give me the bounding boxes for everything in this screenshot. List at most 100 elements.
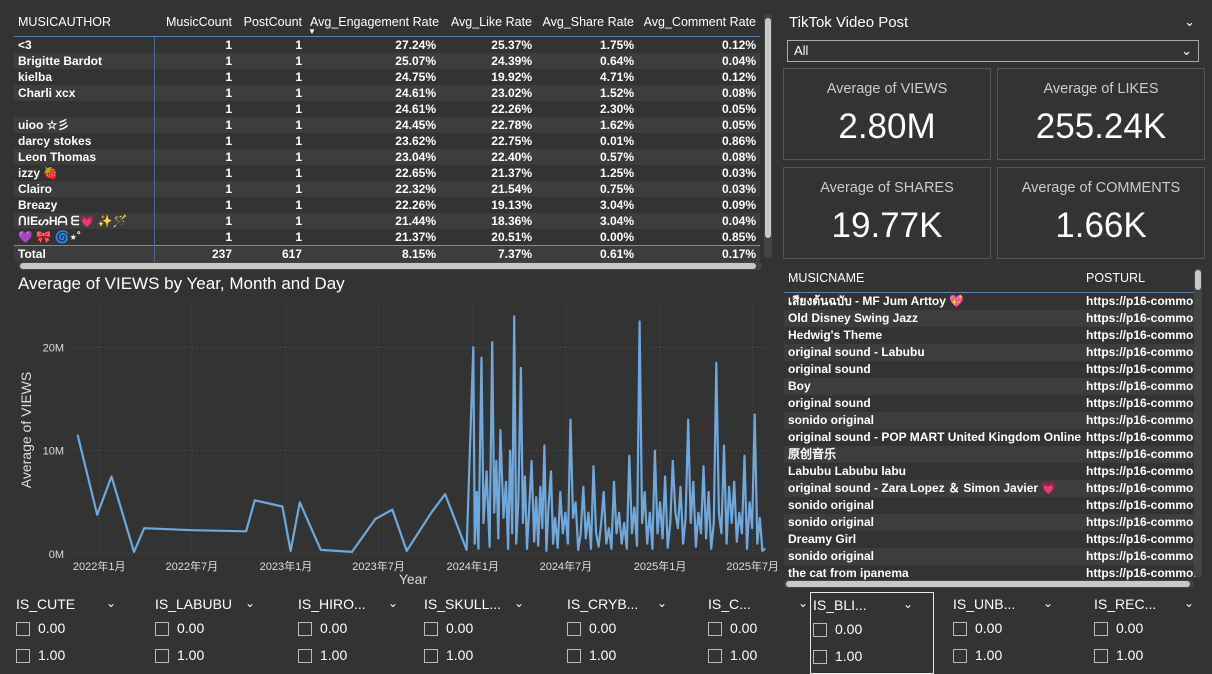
table-row[interactable]: Hedwig's Theme https://p16-common [784, 326, 1196, 344]
checkbox[interactable] [567, 649, 581, 664]
checkbox[interactable] [16, 622, 30, 637]
filter-option[interactable]: 0.00 [424, 620, 473, 637]
table-row[interactable]: sonido original https://p16-common [784, 513, 1196, 531]
views-line-chart[interactable]: Average of VIEWS by Year, Month and Day … [0, 270, 780, 590]
table-row[interactable]: sonido original https://p16-common [784, 547, 1196, 565]
table-row[interactable]: the cat from ipanema https://p16-common [784, 564, 1196, 580]
table-row[interactable]: Clairo 1 1 22.32% 21.54% 0.75% 0.03% [14, 180, 760, 197]
post-url-cell[interactable]: https://p16-common [1082, 496, 1196, 514]
table-row[interactable]: kielba 1 1 24.75% 19.92% 4.71% 0.12% [14, 68, 760, 85]
column-header-posturl[interactable]: POSTURL [1082, 264, 1196, 293]
table-row[interactable]: Charli xcx 1 1 24.61% 23.02% 1.52% 0.08% [14, 84, 760, 101]
checkbox[interactable] [953, 649, 967, 664]
filter-option[interactable]: 0.00 [953, 620, 1002, 637]
table-row[interactable]: darcy stokes 1 1 23.62% 22.75% 0.01% 0.86% [14, 132, 760, 149]
filter-option[interactable]: 1.00 [953, 647, 1002, 664]
filter-option[interactable]: 0.00 [567, 620, 616, 637]
checkbox[interactable] [1094, 622, 1108, 637]
author-table-hscroll-thumb[interactable] [20, 263, 756, 269]
post-url-cell[interactable]: https://p16-common [1082, 411, 1196, 429]
checkbox[interactable] [708, 649, 722, 664]
filter-option[interactable]: 0.00 [813, 621, 862, 638]
filter-is_cute[interactable]: IS_CUTE ⌄ 0.00 1.00 [14, 592, 138, 674]
table-row[interactable]: 原创音乐 https://p16-common [784, 445, 1196, 463]
chevron-down-icon[interactable]: ⌄ [1043, 596, 1054, 610]
post-url-cell[interactable]: https://p16-common [1082, 564, 1196, 580]
table-row[interactable]: 1 1 24.61% 22.26% 2.30% 0.05% [14, 100, 760, 117]
filter-is_skull[interactable]: IS_SKULL... ⌄ 0.00 1.00 [422, 592, 546, 674]
post-url-cell[interactable]: https://p16-common [1082, 428, 1196, 446]
checkbox[interactable] [424, 622, 438, 637]
filter-option[interactable]: 0.00 [298, 620, 347, 637]
chevron-down-icon[interactable]: ⌄ [106, 596, 117, 610]
table-row[interactable]: original sound https://p16-common [784, 360, 1196, 378]
post-url-cell[interactable]: https://p16-common [1082, 360, 1196, 378]
checkbox[interactable] [16, 649, 30, 664]
filter-option[interactable]: 1.00 [1094, 647, 1143, 664]
table-row[interactable]: original sound - POP MART United Kingdom… [784, 428, 1196, 446]
filter-is_labubu[interactable]: IS_LABUBU ⌄ 0.00 1.00 [153, 592, 277, 674]
filter-option[interactable]: 1.00 [567, 647, 616, 664]
column-header-postcount[interactable]: PostCount [236, 8, 306, 37]
table-row[interactable]: Breazy 1 1 22.26% 19.13% 3.04% 0.09% [14, 196, 760, 213]
music-table-hscroll[interactable] [784, 580, 1194, 588]
music-table-hscroll-thumb[interactable] [786, 581, 1190, 587]
post-url-cell[interactable]: https://p16-common [1082, 513, 1196, 531]
filter-option[interactable]: 1.00 [813, 648, 862, 665]
column-header-comment-rate[interactable]: Avg_Comment Rate [638, 8, 760, 37]
table-row[interactable]: sonido original https://p16-common [784, 496, 1196, 514]
column-header-musicname[interactable]: MUSICNAME [784, 264, 1082, 293]
filter-option[interactable]: 1.00 [424, 647, 473, 664]
checkbox[interactable] [953, 622, 967, 637]
chevron-down-icon[interactable]: ⌄ [514, 596, 525, 610]
table-row[interactable]: uioo ☆彡 1 1 24.45% 22.78% 1.62% 0.05% [14, 116, 760, 133]
post-url-cell[interactable]: https://p16-common [1082, 462, 1196, 480]
filter-is_cryb[interactable]: IS_CRYB... ⌄ 0.00 1.00 [565, 592, 689, 674]
music-name-table[interactable]: MUSICNAME POSTURL เสียงต้นฉบับ - MF Jum … [784, 264, 1204, 590]
chevron-down-icon[interactable]: ⌄ [1184, 596, 1195, 610]
checkbox[interactable] [813, 623, 827, 638]
slicer-dropdown[interactable]: All ⌄ [787, 40, 1199, 62]
post-url-cell[interactable]: https://p16-common [1082, 326, 1196, 344]
table-row[interactable]: ᑎIEᔕHᗩ ᗴ💗 ✨🪄 1 1 21.44% 18.36% 3.04% 0.04% [14, 212, 760, 229]
author-table-hscroll[interactable] [18, 262, 762, 270]
post-url-cell[interactable]: https://p16-common [1082, 530, 1196, 548]
table-row[interactable]: original sound - Zara Lopez ＆ Simon Javi… [784, 479, 1196, 497]
filter-option[interactable]: 1.00 [16, 647, 65, 664]
filter-is_unb[interactable]: IS_UNB... ⌄ 0.00 1.00 [951, 592, 1075, 674]
filter-option[interactable]: 1.00 [155, 647, 204, 664]
column-header-engagement-rate[interactable]: Avg_Engagement Rate ▼ [306, 8, 440, 37]
post-url-cell[interactable]: https://p16-common [1082, 343, 1196, 361]
post-url-cell[interactable]: https://p16-common [1082, 445, 1196, 463]
checkbox[interactable] [567, 622, 581, 637]
filter-is_c[interactable]: IS_C... ⌄ 0.00 1.00 [706, 592, 830, 674]
checkbox[interactable] [298, 649, 312, 664]
filter-is_hiro[interactable]: IS_HIRO... ⌄ 0.00 1.00 [296, 592, 420, 674]
author-table-vscroll[interactable] [764, 14, 772, 258]
checkbox[interactable] [155, 622, 169, 637]
table-row[interactable]: Dreamy Girl https://p16-common [784, 530, 1196, 548]
table-row[interactable]: original sound https://p16-common [784, 394, 1196, 412]
checkbox[interactable] [708, 622, 722, 637]
post-url-cell[interactable]: https://p16-common [1082, 377, 1196, 395]
chevron-down-icon[interactable]: ⌄ [798, 596, 809, 610]
column-header-musicauthor[interactable]: MUSICAUTHOR [14, 8, 154, 37]
author-table-vscroll-thumb[interactable] [765, 18, 771, 238]
post-url-cell[interactable]: https://p16-common [1082, 479, 1196, 497]
post-url-cell[interactable]: https://p16-common [1082, 547, 1196, 565]
filter-option[interactable]: 0.00 [708, 620, 757, 637]
column-header-share-rate[interactable]: Avg_Share Rate [536, 8, 638, 37]
table-row[interactable]: 💜 🎀 🌀⋆˚ 1 1 21.37% 20.51% 0.00% 0.85% [14, 228, 760, 245]
tiktok-video-post-slicer[interactable]: TikTok Video Post ⌄ All ⌄ [783, 8, 1203, 66]
post-url-cell[interactable]: https://p16-common [1082, 394, 1196, 412]
filter-option[interactable]: 0.00 [155, 620, 204, 637]
checkbox[interactable] [298, 622, 312, 637]
table-row[interactable]: Labubu Labubu labu https://p16-common [784, 462, 1196, 480]
table-row[interactable]: original sound - Labubu https://p16-commo… [784, 343, 1196, 361]
music-author-table[interactable]: MUSICAUTHOR MusicCount PostCount Avg_Eng… [14, 8, 774, 270]
chevron-down-icon[interactable]: ⌄ [657, 596, 668, 610]
table-row[interactable]: Old Disney Swing Jazz https://p16-common [784, 309, 1196, 327]
post-url-cell[interactable]: https://p16-common [1082, 292, 1196, 310]
chevron-down-icon[interactable]: ⌄ [388, 596, 399, 610]
chevron-down-icon[interactable]: ⌄ [903, 597, 914, 611]
